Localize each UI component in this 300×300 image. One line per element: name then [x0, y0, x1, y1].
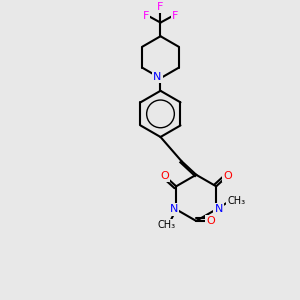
Text: F: F [157, 2, 164, 12]
Text: O: O [206, 216, 215, 226]
Text: F: F [142, 11, 149, 21]
Text: N: N [214, 204, 223, 214]
Text: O: O [223, 171, 232, 181]
Text: F: F [172, 11, 178, 21]
Text: O: O [160, 171, 169, 181]
Text: CH₃: CH₃ [158, 220, 176, 230]
Text: N: N [169, 204, 178, 214]
Text: CH₃: CH₃ [227, 196, 245, 206]
Text: N: N [153, 72, 161, 82]
